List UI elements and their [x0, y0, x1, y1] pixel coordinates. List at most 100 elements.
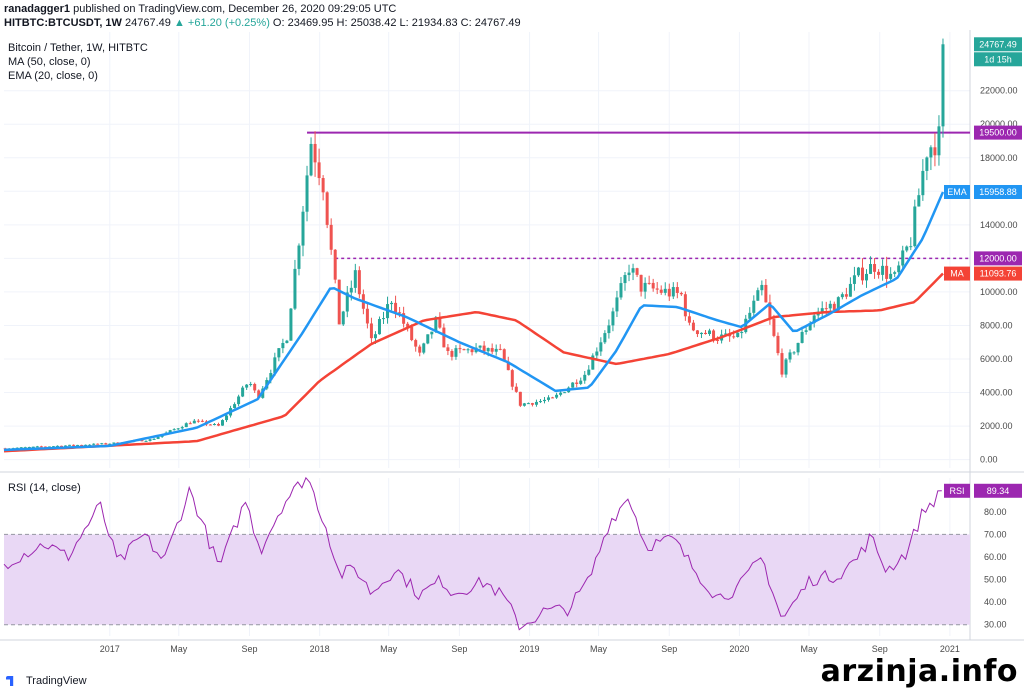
- candle-body: [768, 302, 772, 319]
- candle-body: [23, 447, 27, 449]
- candle-body: [869, 264, 873, 274]
- candle-body: [55, 445, 59, 447]
- candle-body: [241, 387, 245, 397]
- candle-body: [607, 325, 611, 334]
- candle-body: [208, 424, 212, 426]
- legend-rsi[interactable]: RSI (14, close): [8, 482, 81, 494]
- candle-body: [249, 384, 253, 386]
- candle-body: [233, 404, 237, 409]
- ma-price-label-box: [974, 266, 1022, 281]
- candle-body: [526, 403, 530, 405]
- candle-body: [305, 175, 309, 212]
- candle-body: [341, 311, 345, 325]
- candle-body: [345, 292, 349, 312]
- candle-body: [422, 343, 426, 353]
- candle-body: [828, 303, 832, 309]
- price-tick-label: 22000.00: [980, 86, 1018, 96]
- candle-body: [716, 339, 720, 341]
- time-tick-label: May: [800, 644, 818, 654]
- tradingview-label: TradingView: [26, 675, 87, 687]
- candle-body: [937, 126, 941, 156]
- rsi-value-label-text: 89.34: [987, 486, 1010, 496]
- level-price-label-box: [974, 125, 1022, 140]
- candle-body: [844, 294, 848, 297]
- last-price-label: 24767.49: [974, 37, 1022, 52]
- candle-body: [498, 348, 502, 350]
- candle-body: [776, 335, 780, 354]
- up-arrow-icon: ▲: [173, 17, 185, 29]
- watermark: arzinja.info: [820, 654, 1018, 689]
- candle-body: [555, 394, 559, 398]
- candle-body: [538, 401, 542, 403]
- candle-body: [394, 302, 398, 313]
- ema-price-label-tag-text: EMA: [947, 187, 967, 197]
- legend-ema[interactable]: EMA (20, close, 0): [8, 70, 98, 82]
- candle-body: [390, 302, 394, 305]
- candle-body: [909, 246, 913, 248]
- candle-body: [603, 333, 607, 343]
- candle-body: [840, 294, 844, 298]
- candle-body: [104, 443, 108, 445]
- candle-body: [619, 283, 623, 298]
- candle-body: [929, 147, 933, 158]
- price-tick-label: 2000.00: [980, 421, 1013, 431]
- candle-body: [430, 331, 434, 335]
- candle-body: [414, 340, 418, 347]
- candle-body: [522, 403, 526, 406]
- rsi-value-label-tag-text: RSI: [949, 486, 964, 496]
- candle-body: [865, 273, 868, 281]
- candle-body: [563, 392, 567, 394]
- candle-body: [671, 287, 675, 297]
- rsi-tick-label: 60.00: [984, 552, 1007, 562]
- time-tick-label: 2021: [940, 644, 960, 654]
- price-tick-label: 6000.00: [980, 354, 1013, 364]
- candle-body: [651, 282, 655, 289]
- candle-body: [772, 318, 776, 336]
- candle-body: [748, 312, 752, 319]
- candle-body: [148, 439, 152, 441]
- candle-body: [764, 284, 768, 303]
- level-price-label-text: 19500.00: [979, 128, 1017, 138]
- price-change: +61.20 (+0.25%): [187, 17, 270, 29]
- candle-body: [337, 279, 341, 325]
- candle-body: [184, 423, 188, 428]
- candle-body: [273, 357, 277, 374]
- ema-price-label-box: [974, 184, 1022, 199]
- candle-body: [434, 317, 438, 332]
- candle-body: [269, 373, 273, 381]
- candle-body: [281, 342, 285, 349]
- level-price-label-text: 12000.00: [979, 253, 1017, 263]
- candle-body: [27, 447, 31, 449]
- tradingview-logo[interactable]: TradingView: [6, 675, 87, 687]
- candle-body: [695, 330, 699, 335]
- candle-body: [382, 318, 385, 320]
- candle-body: [732, 336, 736, 338]
- legend-ma[interactable]: MA (50, close, 0): [8, 56, 91, 68]
- candle-body: [72, 444, 76, 446]
- ma-price-label-tag-text: MA: [950, 269, 964, 279]
- price-tick-label: 8000.00: [980, 320, 1013, 330]
- candle-body: [502, 349, 506, 362]
- candle-body: [398, 312, 402, 314]
- candle-body: [836, 297, 840, 311]
- ma-price-label-tag: [944, 266, 970, 281]
- candle-body: [325, 192, 329, 225]
- publisher-name[interactable]: ranadagger1: [4, 3, 71, 15]
- candle-body: [297, 245, 301, 269]
- candle-body: [68, 444, 72, 446]
- published-text: published on TradingView.com, December 2…: [73, 3, 397, 15]
- candle-body: [490, 348, 494, 352]
- candle-body: [913, 206, 917, 247]
- candle-body: [317, 162, 321, 179]
- candle-body: [675, 287, 679, 293]
- time-tick-label: May: [170, 644, 188, 654]
- candle-body: [744, 318, 748, 333]
- candle-body: [820, 308, 824, 312]
- ma50-line: [3, 272, 944, 453]
- candle-body: [856, 267, 860, 276]
- candle-body: [438, 317, 442, 328]
- candle-body: [156, 436, 160, 439]
- candle-body: [369, 323, 373, 339]
- candle-body: [639, 274, 643, 292]
